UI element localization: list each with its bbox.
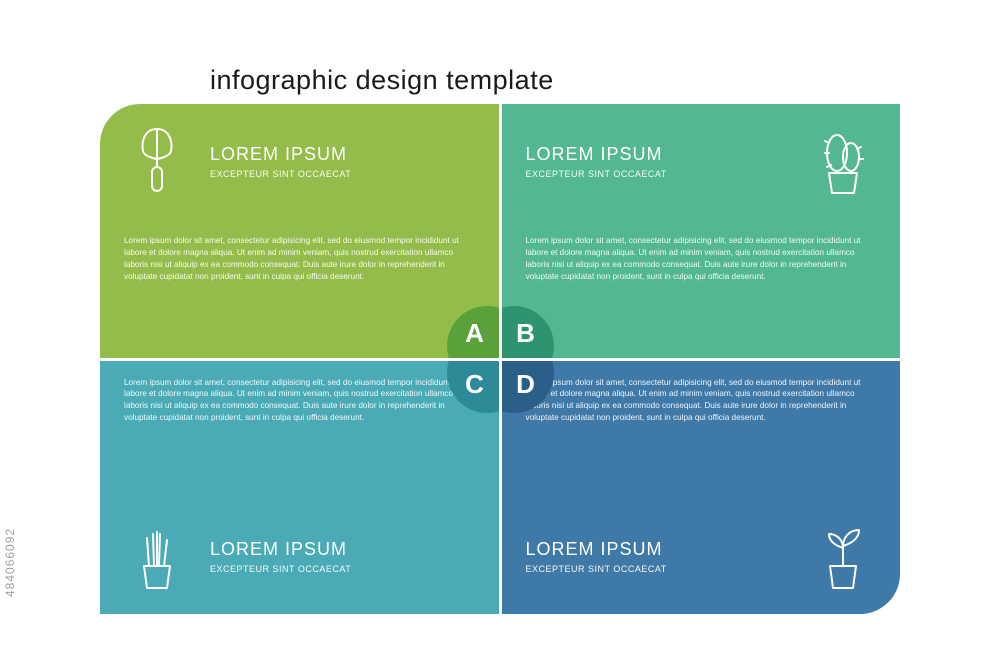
- card-a-sub: EXCEPTEUR SINT OCCAECAT: [210, 169, 475, 179]
- card-b-titles: LOREM IPSUM EXCEPTEUR SINT OCCAECAT: [526, 144, 791, 179]
- card-c: LOREM IPSUM EXCEPTEUR SINT OCCAECAT Lore…: [100, 361, 499, 615]
- card-a: LOREM IPSUM EXCEPTEUR SINT OCCAECAT Lore…: [100, 104, 499, 358]
- card-d-header: LOREM IPSUM EXCEPTEUR SINT OCCAECAT: [502, 499, 901, 614]
- card-b-header: LOREM IPSUM EXCEPTEUR SINT OCCAECAT: [502, 104, 901, 219]
- card-b-sub: EXCEPTEUR SINT OCCAECAT: [526, 169, 791, 179]
- card-c-sub: EXCEPTEUR SINT OCCAECAT: [210, 564, 475, 574]
- card-d-sub: EXCEPTEUR SINT OCCAECAT: [526, 564, 791, 574]
- card-a-header: LOREM IPSUM EXCEPTEUR SINT OCCAECAT: [100, 104, 499, 219]
- card-a-titles: LOREM IPSUM EXCEPTEUR SINT OCCAECAT: [210, 144, 475, 179]
- cactus-icon: [810, 123, 876, 201]
- watermark-text: 484066092: [3, 528, 17, 597]
- card-c-header: LOREM IPSUM EXCEPTEUR SINT OCCAECAT: [100, 499, 499, 614]
- card-d-body: Lorem ipsum dolor sit amet, consectetur …: [502, 361, 901, 500]
- card-c-titles: LOREM IPSUM EXCEPTEUR SINT OCCAECAT: [210, 539, 475, 574]
- card-c-heading: LOREM IPSUM: [210, 539, 475, 560]
- infographic-frame: infographic design template LOREM IPSUM …: [100, 65, 900, 614]
- card-d: LOREM IPSUM EXCEPTEUR SINT OCCAECAT Lore…: [502, 361, 901, 615]
- card-b-body: Lorem ipsum dolor sit amet, consectetur …: [502, 219, 901, 358]
- grass-pot-icon: [124, 518, 190, 596]
- card-d-heading: LOREM IPSUM: [526, 539, 791, 560]
- card-grid: LOREM IPSUM EXCEPTEUR SINT OCCAECAT Lore…: [100, 104, 900, 614]
- card-d-titles: LOREM IPSUM EXCEPTEUR SINT OCCAECAT: [526, 539, 791, 574]
- card-b: LOREM IPSUM EXCEPTEUR SINT OCCAECAT Lore…: [502, 104, 901, 358]
- card-a-heading: LOREM IPSUM: [210, 144, 475, 165]
- trowel-icon: [124, 123, 190, 201]
- watermark: 484066092: [40, 0, 64, 667]
- card-c-body: Lorem ipsum dolor sit amet, consectetur …: [100, 361, 499, 500]
- sprout-pot-icon: [810, 518, 876, 596]
- card-a-body: Lorem ipsum dolor sit amet, consectetur …: [100, 219, 499, 358]
- page-title: infographic design template: [210, 65, 900, 96]
- card-b-heading: LOREM IPSUM: [526, 144, 791, 165]
